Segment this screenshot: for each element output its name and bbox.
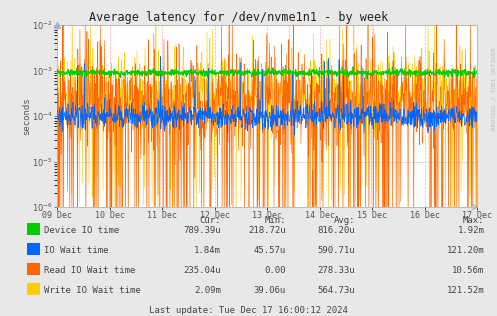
Text: 39.06u: 39.06u [253,286,286,295]
Text: 121.20m: 121.20m [447,246,485,255]
Text: Last update: Tue Dec 17 16:00:12 2024: Last update: Tue Dec 17 16:00:12 2024 [149,306,348,315]
Text: 816.20u: 816.20u [318,226,355,235]
Text: Max:: Max: [463,216,485,225]
Text: 590.71u: 590.71u [318,246,355,255]
Text: 235.04u: 235.04u [183,266,221,275]
Y-axis label: seconds: seconds [21,97,30,135]
Text: 278.33u: 278.33u [318,266,355,275]
Text: 1.92m: 1.92m [458,226,485,235]
Text: 45.57u: 45.57u [253,246,286,255]
Text: RRDTOOL / TOBI OETIKER: RRDTOOL / TOBI OETIKER [491,47,496,130]
Text: Read IO Wait time: Read IO Wait time [44,266,135,275]
Text: Average latency for /dev/nvme1n1 - by week: Average latency for /dev/nvme1n1 - by we… [89,11,388,24]
Text: 0.00: 0.00 [264,266,286,275]
Text: 121.52m: 121.52m [447,286,485,295]
Text: 10.56m: 10.56m [452,266,485,275]
Text: 218.72u: 218.72u [248,226,286,235]
Text: Device IO time: Device IO time [44,226,119,235]
Text: Cur:: Cur: [200,216,221,225]
Text: Avg:: Avg: [334,216,355,225]
Text: 1.84m: 1.84m [194,246,221,255]
Text: 2.09m: 2.09m [194,286,221,295]
Text: IO Wait time: IO Wait time [44,246,108,255]
Text: Write IO Wait time: Write IO Wait time [44,286,141,295]
Text: 564.73u: 564.73u [318,286,355,295]
Text: 789.39u: 789.39u [183,226,221,235]
Text: Min:: Min: [264,216,286,225]
